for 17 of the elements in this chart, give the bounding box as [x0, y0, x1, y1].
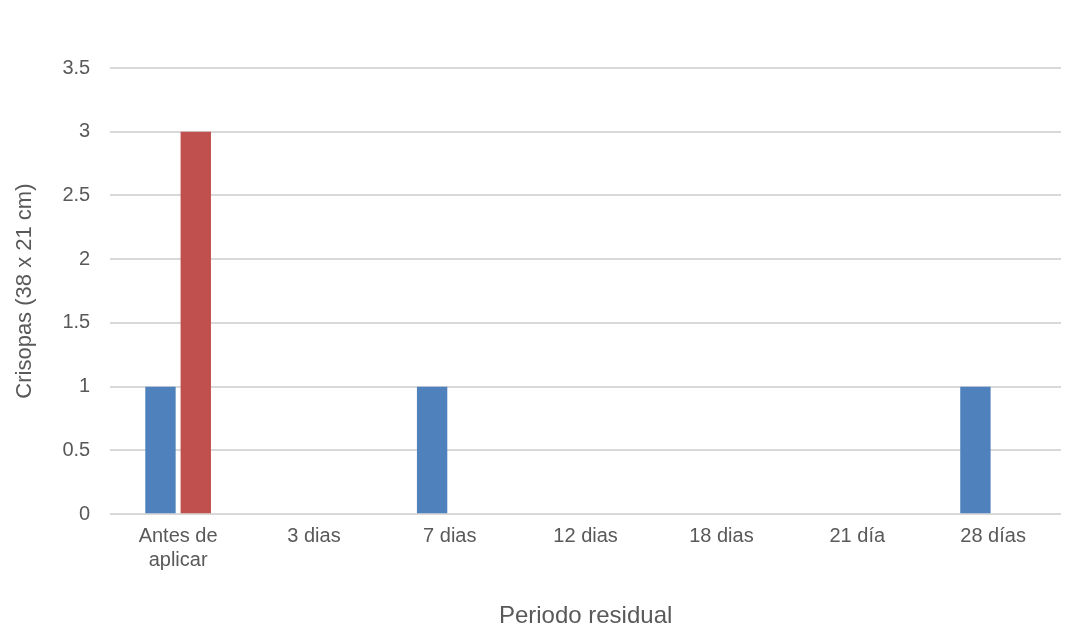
x-tick-label: 12 dias: [553, 523, 618, 546]
x-axis-title: Periodo residual: [498, 601, 673, 629]
x-tick-label: Antes de aplicar: [138, 523, 218, 570]
y-tick-label: 0.5: [62, 437, 91, 460]
y-tick-label: 3: [79, 119, 91, 142]
x-tick-label: 3 dias: [287, 523, 341, 546]
y-tick-label: 1: [79, 374, 91, 397]
y-tick-label: 3.5: [62, 55, 91, 78]
x-tick-label: 21 día: [829, 523, 886, 546]
x-tick-label: 18 dias: [689, 523, 754, 546]
y-tick-label: 0: [79, 501, 91, 524]
y-tick-label: 2.5: [62, 183, 91, 205]
y-tick-label: 2: [79, 246, 91, 269]
x-tick-label: 28 días: [960, 523, 1026, 546]
y-tick-label: 1.5: [62, 310, 91, 333]
x-tick-label: 7 dias: [423, 523, 477, 546]
y-axis-title: Crisopas (38 x 21 cm): [11, 183, 37, 399]
